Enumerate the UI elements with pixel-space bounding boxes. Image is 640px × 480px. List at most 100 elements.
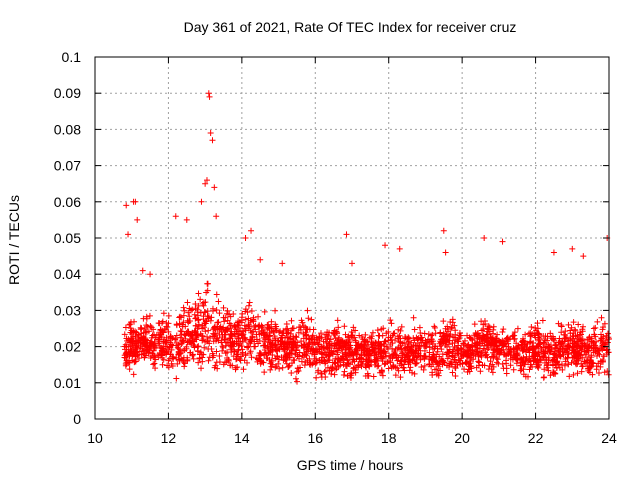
roti-point bbox=[271, 333, 278, 340]
roti-point bbox=[565, 361, 572, 368]
roti-point bbox=[286, 340, 293, 347]
roti-point bbox=[208, 314, 215, 321]
roti-point bbox=[142, 329, 149, 336]
roti-point bbox=[481, 362, 488, 369]
roti-point bbox=[224, 310, 231, 317]
roti-point bbox=[412, 342, 419, 349]
roti-point bbox=[537, 340, 544, 347]
roti-point bbox=[362, 360, 369, 367]
roti-point bbox=[220, 344, 227, 351]
roti-point bbox=[562, 349, 569, 356]
roti-point bbox=[247, 319, 254, 326]
roti-point bbox=[333, 366, 340, 373]
roti-point bbox=[219, 347, 226, 354]
roti-point bbox=[304, 307, 311, 314]
roti-point bbox=[303, 335, 310, 342]
roti-point bbox=[435, 363, 442, 370]
roti-point bbox=[133, 329, 140, 336]
roti-point bbox=[195, 316, 202, 323]
roti-point bbox=[519, 348, 526, 355]
roti-point bbox=[130, 333, 137, 340]
roti-point bbox=[201, 344, 208, 351]
roti-point bbox=[389, 345, 396, 352]
roti-point bbox=[541, 366, 548, 373]
roti-point bbox=[268, 318, 275, 325]
roti-point bbox=[463, 360, 470, 367]
roti-point bbox=[313, 336, 320, 343]
roti-peak-point bbox=[132, 198, 139, 205]
roti-point bbox=[314, 369, 321, 376]
y-axis-label: ROTI / TECUs bbox=[6, 195, 22, 285]
roti-point bbox=[471, 340, 478, 347]
roti-point bbox=[181, 331, 188, 338]
roti-point bbox=[322, 331, 329, 338]
roti-point bbox=[465, 366, 472, 373]
roti-point bbox=[448, 324, 455, 331]
roti-point bbox=[592, 324, 599, 331]
roti-point bbox=[472, 330, 479, 337]
x-tick-label: 14 bbox=[234, 430, 250, 446]
roti-point bbox=[565, 342, 572, 349]
roti-peak-point bbox=[257, 256, 264, 263]
roti-point bbox=[554, 352, 561, 359]
roti-point bbox=[405, 350, 412, 357]
roti-point bbox=[264, 343, 271, 350]
roti-point bbox=[205, 327, 212, 334]
roti-point bbox=[545, 344, 552, 351]
roti-point bbox=[563, 334, 570, 341]
roti-point bbox=[331, 329, 338, 336]
roti-peak-point bbox=[125, 231, 132, 238]
roti-point bbox=[574, 343, 581, 350]
roti-point bbox=[122, 350, 129, 357]
roti-point bbox=[260, 359, 267, 366]
roti-point bbox=[404, 353, 411, 360]
roti-point bbox=[272, 364, 279, 371]
roti-point bbox=[555, 320, 562, 327]
roti-point bbox=[527, 338, 534, 345]
roti-point bbox=[452, 337, 459, 344]
roti-peak-point bbox=[343, 231, 350, 238]
roti-point bbox=[178, 355, 185, 362]
roti-point bbox=[184, 328, 191, 335]
roti-point bbox=[429, 372, 436, 379]
roti-point bbox=[215, 319, 222, 326]
roti-point bbox=[123, 351, 130, 358]
roti-point bbox=[374, 327, 381, 334]
roti-point bbox=[449, 369, 456, 376]
roti-point bbox=[189, 306, 196, 313]
roti-point bbox=[165, 312, 172, 319]
roti-point bbox=[407, 364, 414, 371]
roti-point bbox=[426, 349, 433, 356]
roti-point bbox=[499, 329, 506, 336]
roti-point bbox=[230, 341, 237, 348]
roti-point bbox=[406, 345, 413, 352]
x-tick-label: 16 bbox=[307, 430, 323, 446]
roti-point bbox=[428, 363, 435, 370]
roti-point bbox=[598, 314, 605, 321]
roti-point bbox=[319, 357, 326, 364]
roti-point bbox=[174, 360, 181, 367]
roti-point bbox=[189, 352, 196, 359]
roti-point bbox=[552, 361, 559, 368]
roti-point bbox=[474, 348, 481, 355]
roti-point bbox=[448, 361, 455, 368]
roti-point bbox=[173, 375, 180, 382]
roti-point bbox=[261, 342, 268, 349]
roti-point bbox=[526, 339, 533, 346]
roti-point bbox=[431, 323, 438, 330]
roti-point bbox=[301, 362, 308, 369]
roti-point bbox=[184, 317, 191, 324]
roti-point bbox=[354, 345, 361, 352]
roti-point bbox=[242, 308, 249, 315]
roti-point bbox=[572, 348, 579, 355]
roti-point bbox=[249, 333, 256, 340]
roti-point bbox=[346, 336, 353, 343]
roti-point bbox=[577, 351, 584, 358]
roti-point bbox=[184, 299, 191, 306]
roti-peak-point bbox=[580, 253, 587, 260]
roti-point bbox=[274, 352, 281, 359]
roti-point bbox=[449, 353, 456, 360]
roti-point bbox=[585, 367, 592, 374]
roti-point bbox=[276, 356, 283, 363]
roti-point bbox=[167, 333, 174, 340]
